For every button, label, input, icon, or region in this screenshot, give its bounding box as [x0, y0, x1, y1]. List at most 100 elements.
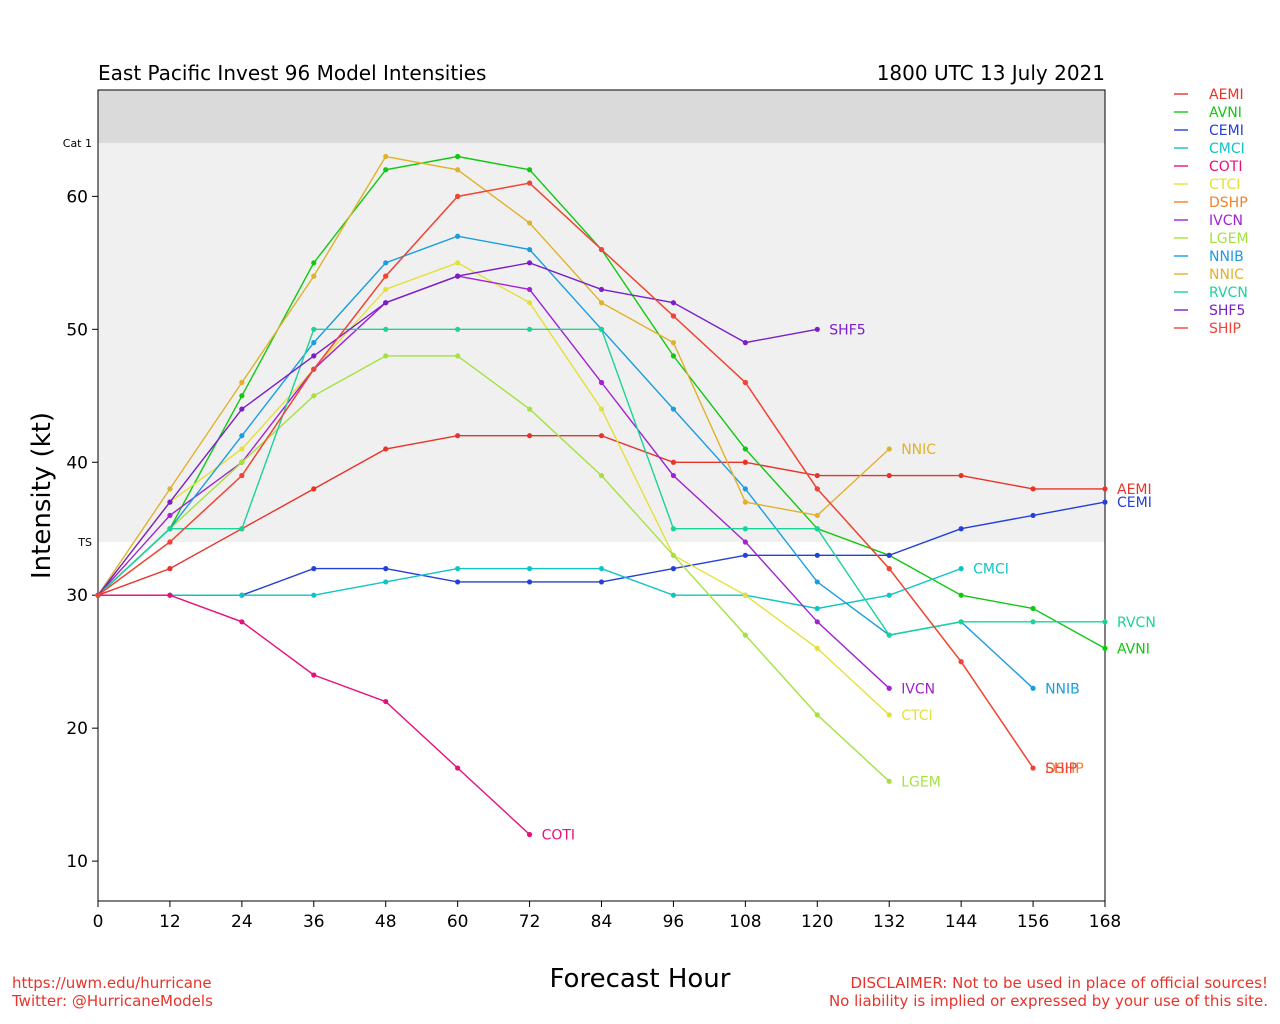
series-point-ctci: [455, 260, 461, 266]
series-end-label-dshp: DSHP: [1045, 761, 1084, 777]
series-point-shf5: [311, 353, 317, 359]
legend-label-rvcn: RVCN: [1209, 285, 1248, 301]
series-point-cemi: [814, 552, 820, 558]
series-point-nnic: [167, 486, 173, 492]
disclaimer-line-1: DISCLAIMER: Not to be used in place of o…: [850, 974, 1268, 992]
series-point-avni: [383, 167, 389, 173]
y-tick-label-3: 40: [66, 453, 88, 473]
series-end-label-nnic: NNIC: [901, 442, 936, 458]
legend-label-cemi: CEMI: [1209, 123, 1244, 139]
series-point-cmci: [311, 592, 317, 598]
series-point-lgem: [886, 778, 892, 784]
series-point-avni: [1030, 605, 1036, 612]
series-point-lgem: [239, 459, 245, 465]
y-tick-label-4: 50: [66, 320, 88, 340]
series-point-cmci: [958, 566, 964, 572]
series-line-lgem: [97, 355, 890, 782]
series-point-avni: [239, 393, 245, 399]
series-point-coti: [455, 765, 461, 771]
series-line-coti: [98, 594, 531, 836]
series-line-nnic: [97, 155, 890, 596]
series-point-rvcn: [958, 619, 964, 625]
series-end-label-rvcn: RVCN: [1117, 615, 1156, 631]
series-point-cemi: [598, 579, 605, 585]
series-point-nnib: [814, 579, 820, 585]
series-line-nnib: [97, 235, 1034, 689]
series-point-rvcn: [598, 326, 605, 332]
series-end-label-coti: COTI: [542, 828, 575, 844]
series-point-shf5: [383, 300, 389, 306]
footer-url-link[interactable]: https://uwm.edu/hurricane: [12, 974, 212, 992]
footer-disclaimer: DISCLAIMER: Not to be used in place of o…: [829, 974, 1268, 1010]
disclaimer-line-2: No liability is implied or expressed by …: [828, 992, 1268, 1010]
series-point-avni: [455, 153, 461, 160]
series-point-cmci: [670, 592, 677, 598]
series-point-lgem: [670, 552, 677, 558]
series-point-nnib: [1030, 685, 1036, 691]
series-end-label-avni: AVNI: [1117, 641, 1150, 657]
series-line-ivcn: [97, 275, 890, 689]
series-point-ctci: [742, 592, 748, 598]
series-point-shf5: [598, 286, 605, 293]
series-point-cmci: [598, 566, 605, 572]
legend-label-dshp: DSHP: [1209, 195, 1248, 211]
series-point-coti: [311, 672, 317, 678]
series-point-avni: [958, 592, 964, 598]
series-point-nnib: [455, 233, 461, 239]
y-tick-label-2: 30: [66, 586, 88, 606]
series-point-lgem: [455, 353, 461, 359]
series-point-cemi: [958, 526, 964, 532]
legend-label-coti: COTI: [1209, 159, 1242, 175]
series-point-nnib: [742, 486, 748, 492]
series-point-avni: [1102, 645, 1108, 651]
series-point-nnic: [670, 340, 677, 346]
series-point-nnic: [598, 300, 605, 306]
series-point-ctci: [383, 286, 389, 293]
series-point-shf5: [526, 260, 533, 266]
legend-label-ship: SHIP: [1209, 321, 1241, 337]
series-point-ship: [742, 379, 748, 386]
series-point-ship: [526, 180, 533, 186]
series-point-aemi: [886, 472, 892, 479]
chart-timestamp: 1800 UTC 13 July 2021: [877, 61, 1105, 85]
x-tick-label-0: 0: [93, 912, 104, 932]
legend-label-cmci: CMCI: [1209, 141, 1245, 157]
series-point-shf5: [814, 326, 820, 332]
series-point-ivcn: [598, 379, 605, 386]
series-end-label-ship: SHIP: [1045, 761, 1077, 777]
x-tick-label-6: 72: [519, 912, 541, 932]
series-point-aemi: [1030, 486, 1036, 492]
series-point-nnib: [239, 433, 245, 439]
y-tick-label-0: 10: [66, 852, 88, 872]
series-point-nnic: [814, 512, 820, 519]
series-point-rvcn: [670, 526, 677, 532]
series-point-nnic: [526, 220, 533, 226]
y-tick-label-5: 60: [66, 187, 88, 207]
series-point-ship: [455, 193, 461, 199]
series-point-coti: [383, 698, 389, 705]
series-point-aemi: [526, 433, 533, 439]
series-point-cemi: [1030, 512, 1036, 519]
series-end-label-ctci: CTCI: [901, 708, 932, 724]
series-point-cmci: [526, 566, 533, 572]
series-point-rvcn: [526, 326, 533, 332]
series-end-label-aemi: AEMI: [1117, 482, 1152, 498]
x-tick-label-11: 132: [873, 912, 905, 932]
series-point-nnic: [886, 446, 892, 452]
series-point-nnic: [239, 379, 245, 386]
series-line-cmci: [98, 567, 962, 610]
series-point-aemi: [742, 459, 748, 465]
x-tick-label-7: 84: [591, 912, 613, 932]
series-point-cmci: [814, 605, 820, 612]
series-point-cemi: [455, 579, 461, 585]
legend-label-shf5: SHF5: [1209, 303, 1245, 319]
intensity-band-1: [98, 90, 1105, 144]
series-point-cemi: [670, 566, 677, 572]
series-point-rvcn: [1102, 619, 1108, 625]
series-point-coti: [239, 619, 245, 625]
series-point-ship: [958, 659, 964, 665]
series-end-label-nnib: NNIB: [1045, 681, 1080, 697]
series-point-lgem: [814, 712, 820, 718]
series-point-coti: [526, 831, 533, 838]
